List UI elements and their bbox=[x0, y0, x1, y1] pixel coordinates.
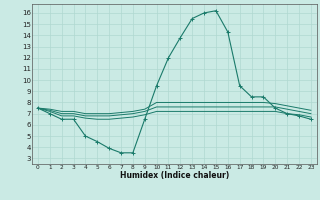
X-axis label: Humidex (Indice chaleur): Humidex (Indice chaleur) bbox=[120, 171, 229, 180]
